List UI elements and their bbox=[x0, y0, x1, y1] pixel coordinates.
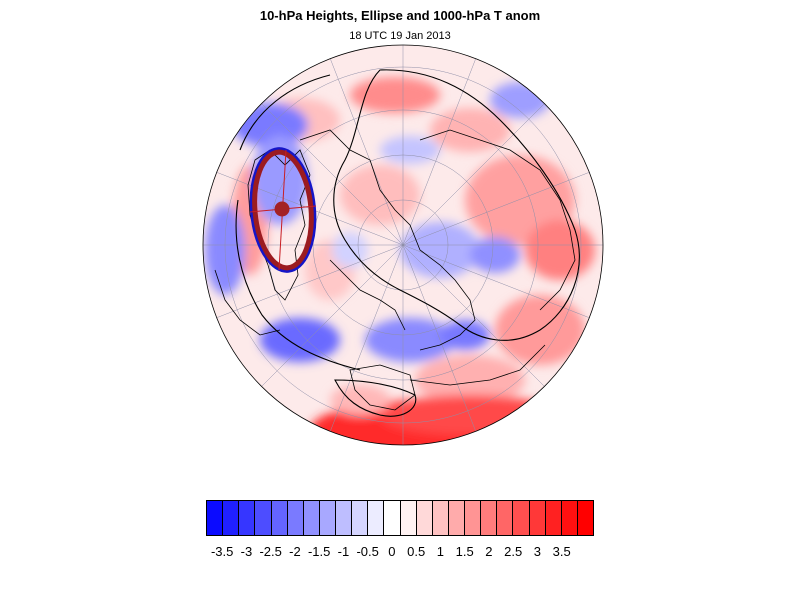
colorbar-cell bbox=[319, 501, 336, 535]
colorbar-tick-label: 2 bbox=[485, 544, 493, 559]
colorbar-cell bbox=[577, 501, 593, 535]
colorbar-tick-label: -0.5 bbox=[356, 544, 379, 559]
map-subtitle: 18 UTC 19 Jan 2013 bbox=[349, 30, 451, 42]
colorbar-tick-label: 3.5 bbox=[552, 544, 571, 559]
graticule bbox=[203, 45, 603, 445]
colorbar-cell bbox=[303, 501, 320, 535]
colorbar-cell bbox=[448, 501, 465, 535]
colorbar-cell bbox=[481, 501, 498, 535]
map-title: 10-hPa Heights, Ellipse and 1000-hPa T a… bbox=[259, 8, 541, 23]
vortex-ellipse bbox=[249, 147, 317, 273]
colorbar-cell bbox=[207, 501, 224, 535]
colorbar-cell bbox=[465, 501, 482, 535]
colorbar-tick-label: 2.5 bbox=[504, 544, 523, 559]
colorbar-cell bbox=[400, 501, 417, 535]
colorbar-cell bbox=[432, 501, 449, 535]
colorbar-cell bbox=[255, 501, 272, 535]
colorbar-cell bbox=[416, 501, 433, 535]
colorbar-cell bbox=[368, 501, 385, 535]
colorbar-tick-label: 0.5 bbox=[407, 544, 426, 559]
colorbar-tick-label: -1.5 bbox=[307, 544, 331, 559]
ellipse-centroid bbox=[274, 201, 290, 217]
colorbar-cell bbox=[384, 501, 401, 535]
colorbar-labels: -3.5 -3 -2.5 -2 -1.5 -1 -0.5 0 0.5 1 1.5 2 2.5 3 3.5 bbox=[0, 544, 800, 564]
colorbar-cell bbox=[223, 501, 240, 535]
colorbar-tick-label: -2 bbox=[289, 544, 301, 559]
colorbar-tick-label: 1.5 bbox=[455, 544, 474, 559]
colorbar-tick-label: 3 bbox=[533, 544, 542, 559]
colorbar-cell bbox=[513, 501, 530, 535]
colorbar-cell bbox=[336, 501, 353, 535]
colorbar-tick-label: -3.5 bbox=[210, 544, 234, 559]
colorbar-cell bbox=[239, 501, 256, 535]
colorbar-tick-label: -1 bbox=[337, 544, 350, 559]
colorbar-tick-label: 1 bbox=[436, 544, 445, 559]
colorbar-cell bbox=[352, 501, 369, 535]
colorbar-cell bbox=[545, 501, 562, 535]
colorbar-tick-label: 0 bbox=[388, 544, 396, 559]
colorbar-cell bbox=[561, 501, 578, 535]
colorbar bbox=[206, 500, 594, 536]
globe-outline bbox=[202, 44, 604, 446]
height-contours bbox=[235, 69, 580, 417]
colorbar-cell bbox=[529, 501, 546, 535]
colorbar-tick-label: -2.5 bbox=[259, 544, 282, 559]
colorbar-cell bbox=[287, 501, 304, 535]
colorbar-cell bbox=[271, 501, 288, 535]
colorbar-cell bbox=[497, 501, 514, 535]
colorbar-tick-label: -3 bbox=[240, 544, 253, 559]
